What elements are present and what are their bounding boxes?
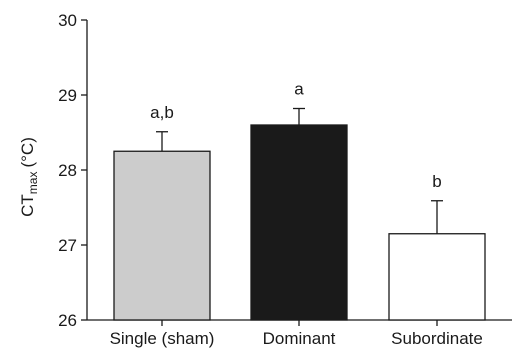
x-tick-label: Dominant — [263, 329, 336, 348]
y-axis-title: CTmax (°C) — [18, 137, 40, 217]
y-axis-title-main: CT — [18, 194, 37, 217]
y-tick-label: 30 — [58, 11, 77, 30]
y-tick-label: 28 — [58, 161, 77, 180]
x-axis: Single (sham) Dominant Subordinate — [87, 319, 512, 348]
significance-label: a,b — [150, 103, 174, 122]
y-axis-title-unit: (°C) — [18, 137, 37, 167]
significance-label: a — [294, 80, 304, 99]
labels: a,b a b — [150, 80, 442, 191]
y-tick-label: 27 — [58, 236, 77, 255]
y-tick-label: 26 — [58, 311, 77, 330]
y-tick-label: 29 — [58, 86, 77, 105]
y-axis: 26 27 28 29 30 — [58, 11, 88, 330]
bar — [388, 233, 486, 321]
bar — [250, 124, 348, 321]
y-axis-title-subscript: max — [26, 172, 40, 195]
bars — [113, 124, 486, 321]
x-tick-label: Subordinate — [391, 329, 483, 348]
error-bars — [156, 107, 443, 234]
x-tick-label: Single (sham) — [110, 329, 215, 348]
bar — [113, 150, 211, 321]
significance-label: b — [432, 172, 441, 191]
